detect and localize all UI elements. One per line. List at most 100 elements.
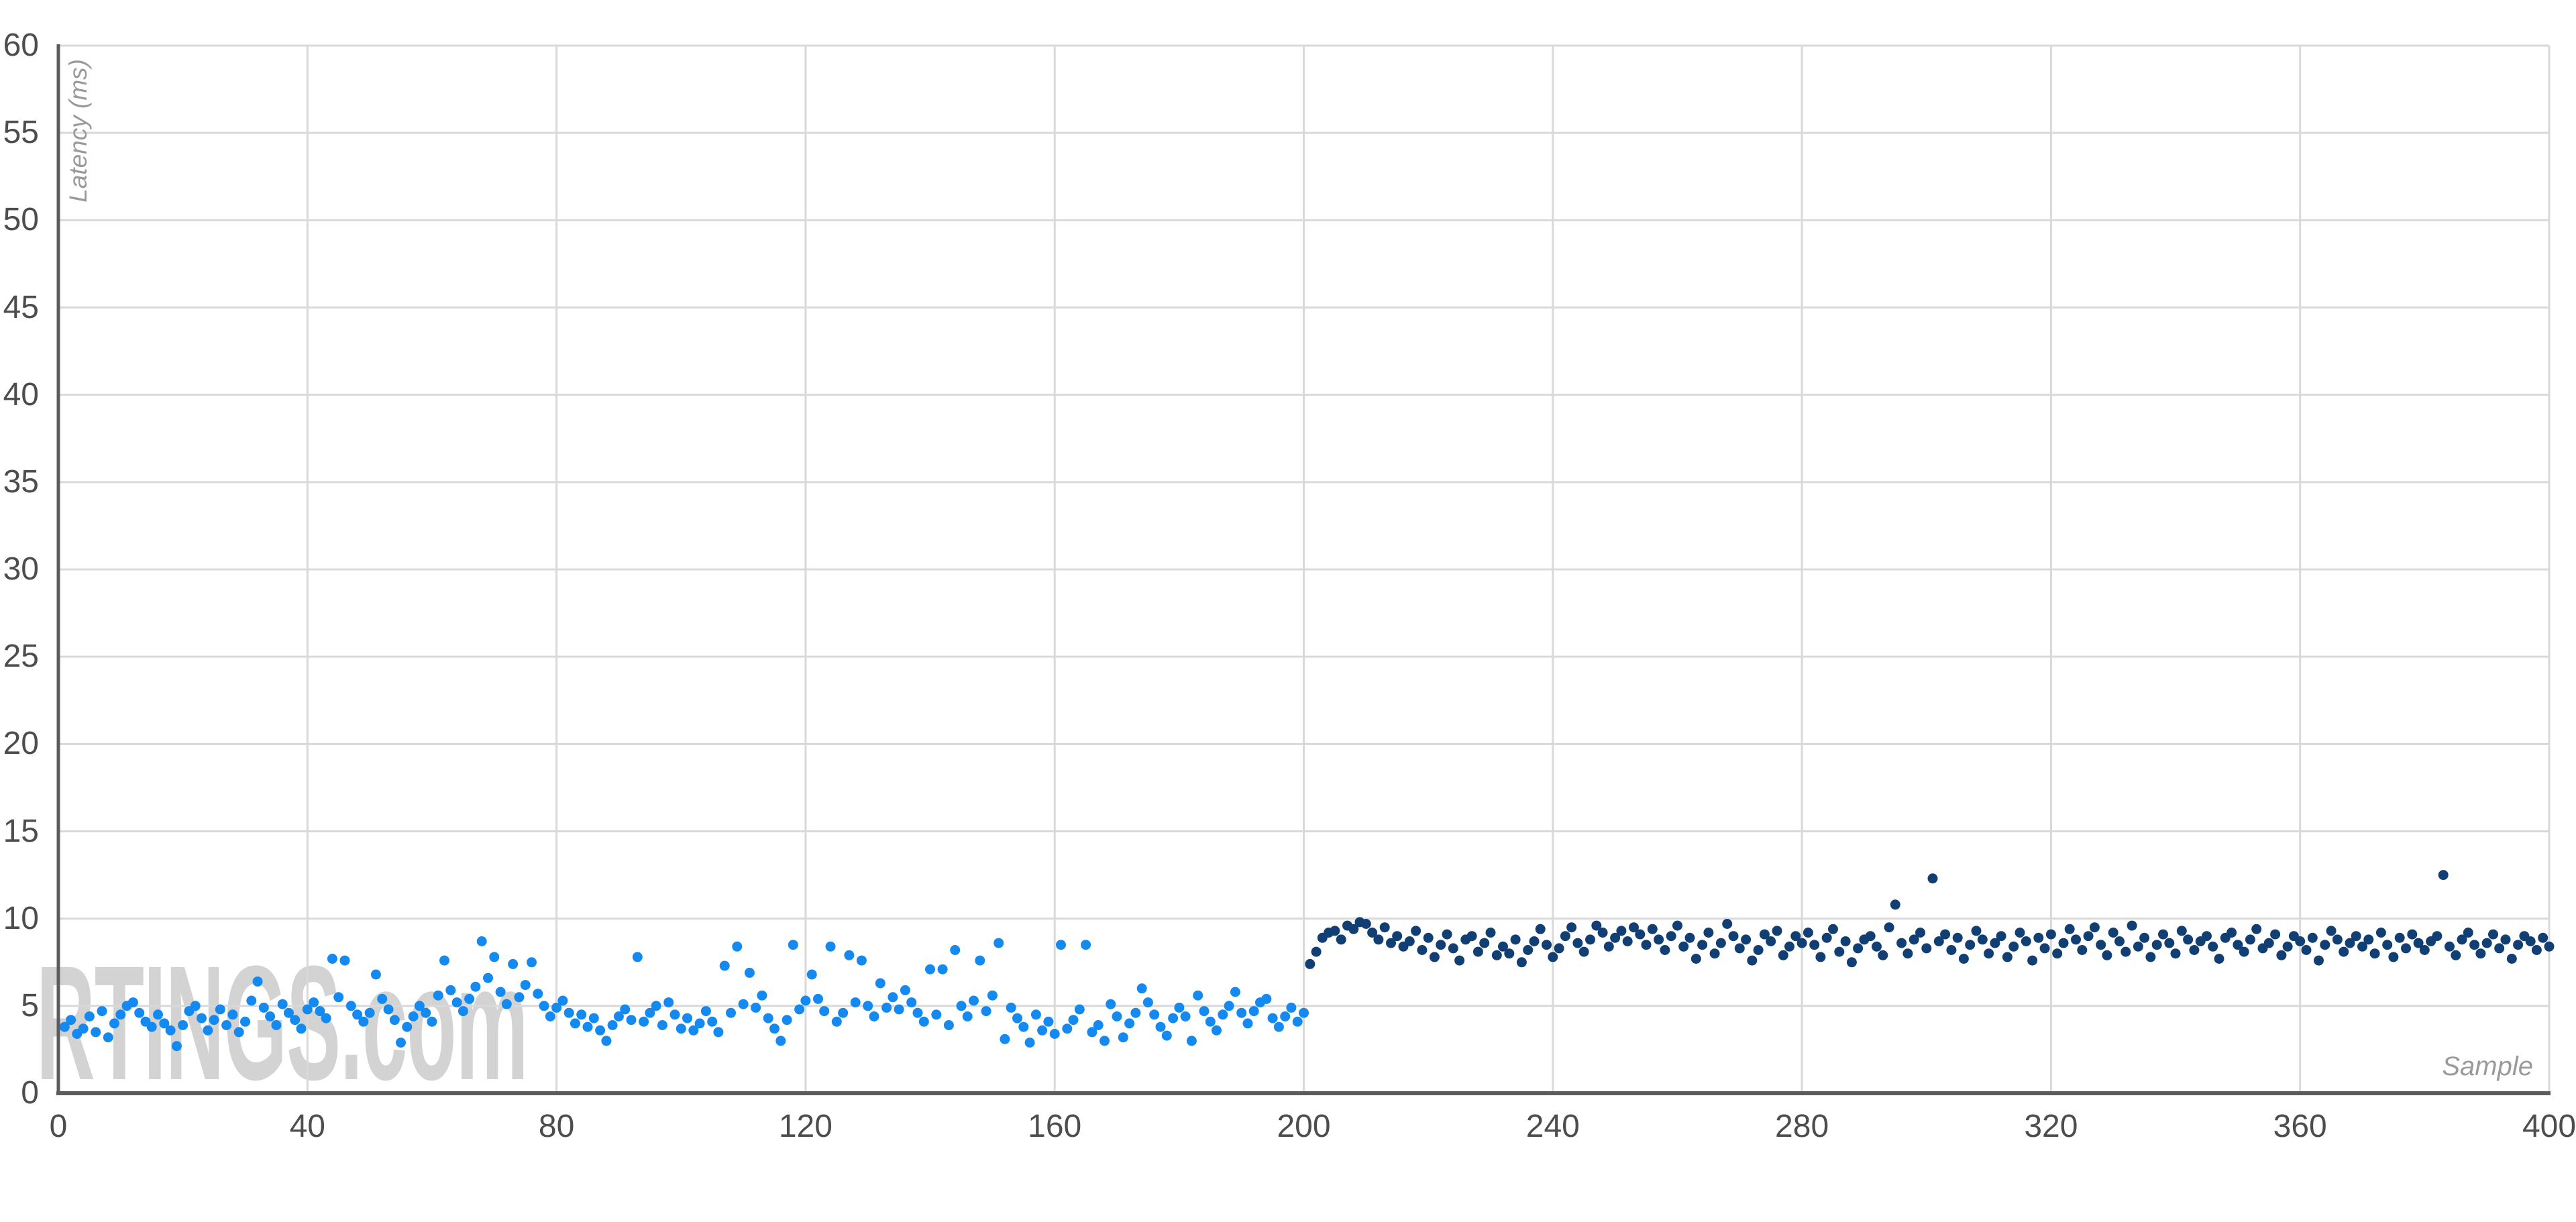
data-point xyxy=(1977,934,1988,945)
y-tick-label: 20 xyxy=(3,726,39,762)
data-point xyxy=(153,1009,163,1020)
data-point xyxy=(551,1002,562,1013)
data-point xyxy=(1790,931,1801,942)
data-point xyxy=(639,1016,649,1027)
data-point xyxy=(2382,940,2393,950)
data-point xyxy=(626,1015,637,1025)
data-point xyxy=(171,1041,182,1052)
data-point xyxy=(1915,928,1925,938)
data-point xyxy=(869,1011,879,1021)
data-point xyxy=(1958,954,1969,964)
data-point xyxy=(458,1006,468,1017)
data-point xyxy=(1635,929,1646,940)
data-point xyxy=(1622,936,1633,946)
data-point xyxy=(1504,948,1515,959)
data-point xyxy=(1006,1002,1016,1013)
data-point xyxy=(1529,936,1540,946)
data-point xyxy=(520,980,531,991)
data-point xyxy=(2445,941,2455,952)
data-point xyxy=(1074,1004,1085,1015)
data-point xyxy=(1485,928,1496,938)
data-point xyxy=(451,997,462,1008)
data-point xyxy=(918,1016,929,1027)
data-point xyxy=(2202,931,2212,942)
y-tick-label: 60 xyxy=(3,27,39,63)
data-point xyxy=(1479,938,1490,948)
data-point xyxy=(271,1020,282,1030)
data-point xyxy=(421,1007,431,1018)
data-point xyxy=(1168,1013,1179,1023)
data-point xyxy=(1809,940,1820,950)
data-point xyxy=(1155,1021,1166,1032)
data-point xyxy=(514,992,525,1003)
data-point xyxy=(2089,922,2100,933)
data-point xyxy=(358,1016,369,1027)
data-point xyxy=(2170,948,2181,959)
data-point xyxy=(676,1023,686,1034)
data-point xyxy=(2369,948,2380,959)
data-point xyxy=(700,1006,711,1017)
data-point xyxy=(2413,938,2424,948)
data-point xyxy=(1491,950,1502,960)
data-point xyxy=(1118,1032,1128,1043)
data-point xyxy=(1690,954,1701,964)
data-point xyxy=(595,1025,606,1036)
data-point xyxy=(127,997,138,1008)
data-point xyxy=(2307,932,2318,943)
data-point xyxy=(545,1011,555,1021)
data-point xyxy=(1610,932,1621,943)
data-point xyxy=(2419,945,2430,955)
data-point xyxy=(1965,940,1976,950)
data-point xyxy=(875,978,885,989)
data-point xyxy=(557,995,568,1006)
data-point xyxy=(178,1020,189,1030)
data-point xyxy=(2251,924,2262,934)
data-point xyxy=(1012,1013,1022,1023)
data-point xyxy=(576,1009,587,1020)
data-point xyxy=(1280,1011,1291,1021)
data-point xyxy=(757,990,767,1001)
data-point xyxy=(1093,1020,1104,1030)
data-point xyxy=(613,1011,624,1021)
data-point xyxy=(284,1007,294,1018)
data-point xyxy=(1043,1016,1054,1027)
data-point xyxy=(433,990,443,1001)
data-point xyxy=(1087,1027,1097,1038)
data-point xyxy=(1199,1006,1210,1017)
data-point xyxy=(1684,932,1695,943)
data-point xyxy=(233,1027,244,1038)
data-point xyxy=(906,997,917,1008)
data-point xyxy=(1218,1009,1228,1020)
data-point xyxy=(2282,941,2293,952)
data-point xyxy=(1142,997,1153,1008)
data-point xyxy=(1311,946,1322,957)
data-point xyxy=(969,995,979,1006)
data-point xyxy=(66,1015,76,1025)
data-point xyxy=(1641,940,1652,950)
data-point xyxy=(315,1006,325,1017)
data-point xyxy=(1018,1021,1029,1032)
data-point xyxy=(197,1013,207,1023)
data-point xyxy=(2071,934,2081,945)
x-tick-label: 120 xyxy=(778,1109,833,1144)
data-point xyxy=(1267,1013,1278,1023)
data-point xyxy=(2463,928,2473,938)
y-tick-label: 15 xyxy=(3,813,39,849)
data-point xyxy=(981,1006,991,1017)
data-point xyxy=(994,938,1004,948)
data-point xyxy=(1753,945,1764,955)
data-point xyxy=(78,1023,89,1034)
data-point xyxy=(1560,931,1570,942)
data-point xyxy=(800,995,811,1006)
x-tick-label: 280 xyxy=(1775,1109,1829,1144)
data-point xyxy=(1099,1036,1110,1046)
data-point xyxy=(1554,943,1564,954)
data-point xyxy=(950,945,961,955)
data-point xyxy=(2245,934,2255,945)
data-point xyxy=(1348,924,1359,934)
data-point xyxy=(2064,924,2075,934)
data-point xyxy=(109,1018,119,1029)
data-point xyxy=(2008,941,2019,952)
data-point xyxy=(1273,1021,1284,1032)
y-tick-label: 45 xyxy=(3,289,39,325)
